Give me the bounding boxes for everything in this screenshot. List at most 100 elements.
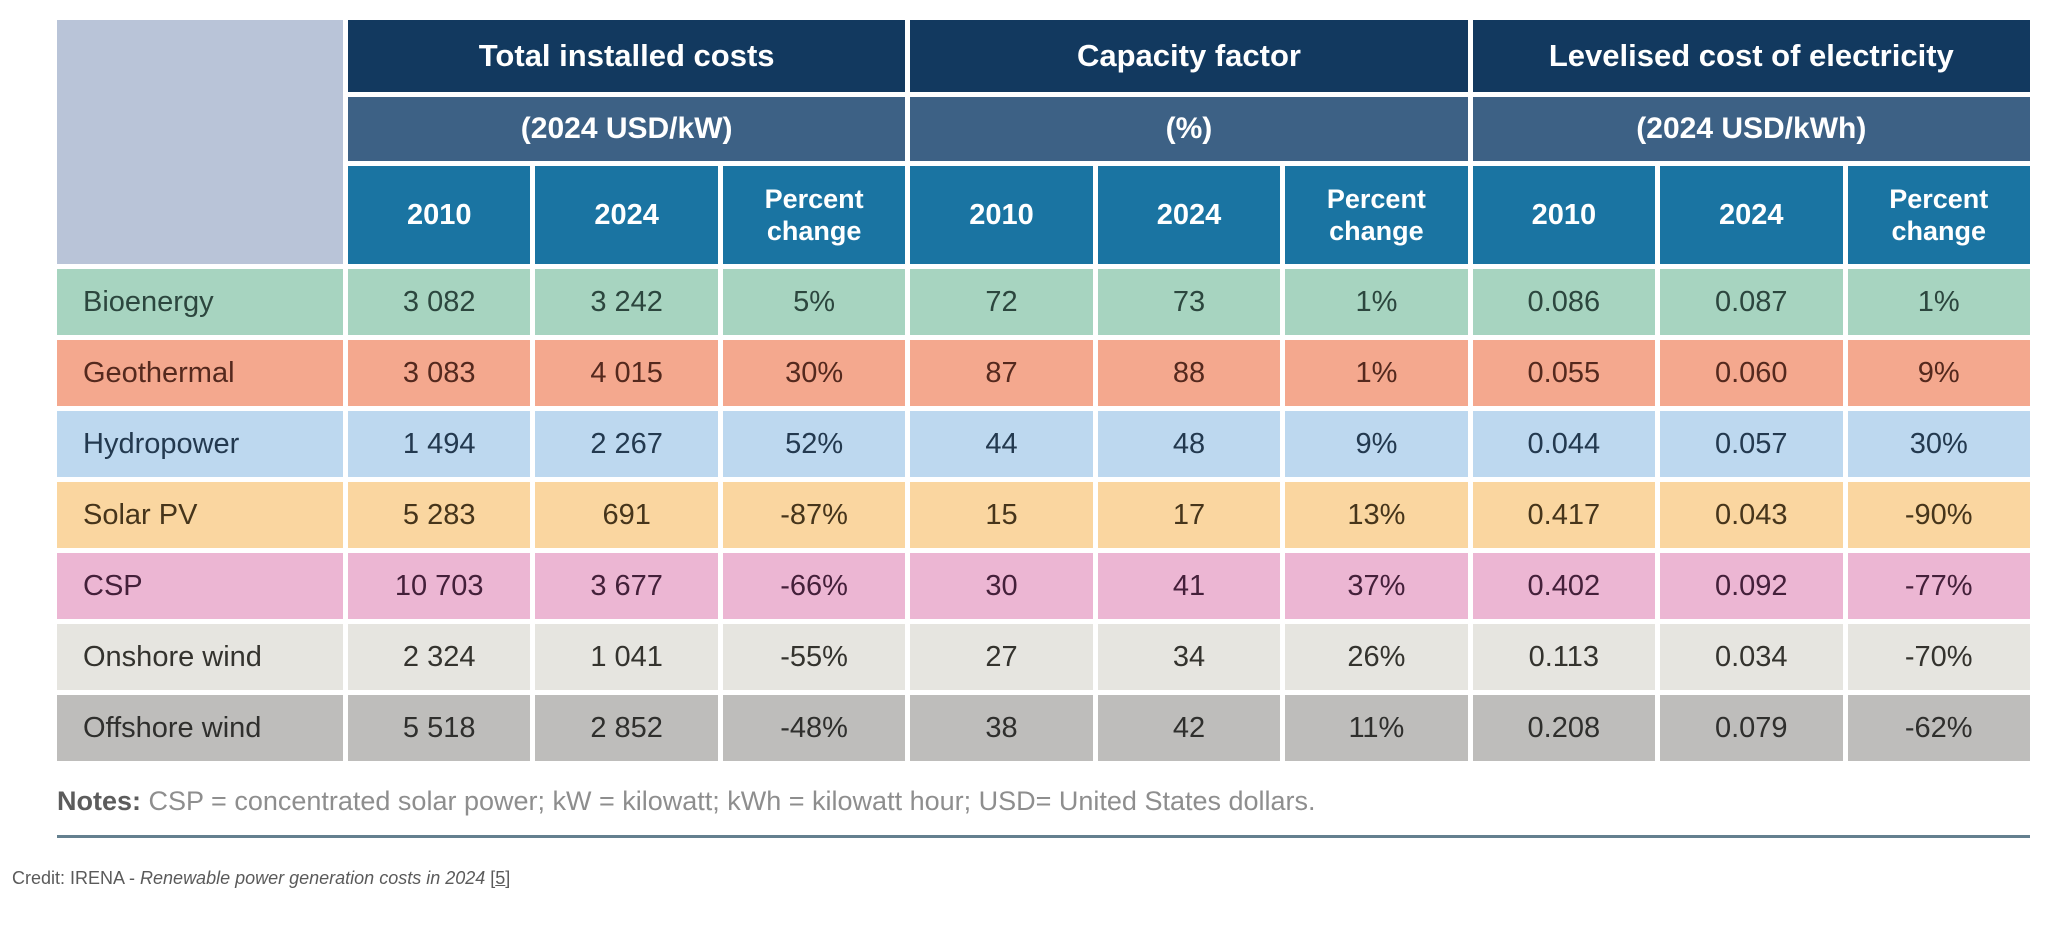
table-cell: 0.087	[1660, 269, 1843, 335]
table-cell: 17	[1097, 482, 1281, 548]
table-cell: 5 283	[348, 482, 531, 548]
table-cell: 1 494	[348, 411, 531, 477]
col-header-cf-2024: 2024	[1097, 166, 1281, 264]
table-cell: 1%	[1847, 269, 2030, 335]
table-cell: -87%	[722, 482, 906, 548]
table-cell: 0.208	[1472, 695, 1656, 761]
table-cell: 9%	[1285, 411, 1468, 477]
table-cell: 5 518	[348, 695, 531, 761]
credit-line: Credit: IRENA - Renewable power generati…	[12, 868, 2048, 889]
credit-prefix: Credit: IRENA -	[12, 868, 141, 888]
notes-text: CSP = concentrated solar power; kW = kil…	[141, 786, 1316, 816]
credit-source-title: Renewable power generation costs in 2024	[140, 868, 486, 888]
table-cell: 3 082	[348, 269, 531, 335]
table-cell: 0.055	[1472, 340, 1656, 406]
table-cell: 691	[535, 482, 718, 548]
notes-label: Notes:	[57, 786, 142, 816]
table-cell: 30	[910, 553, 1093, 619]
table-cell: -62%	[1847, 695, 2030, 761]
credit-ref-open: [	[485, 868, 496, 888]
table-cell: 4 015	[535, 340, 718, 406]
table-row-onshore-wind: Onshore wind 2 324 1 041 -55% 27 34 26% …	[57, 624, 2030, 690]
table-cell: 42	[1097, 695, 1281, 761]
col-header-cf-percent-change: Percent change	[1285, 166, 1468, 264]
table-cell: -70%	[1847, 624, 2030, 690]
credit-ref-close: ]	[505, 868, 511, 888]
table-cell: 0.079	[1660, 695, 1843, 761]
row-label: Bioenergy	[57, 269, 343, 335]
table-cell: 44	[910, 411, 1093, 477]
unit-header-row: (2024 USD/kW) (%) (2024 USD/kWh)	[57, 97, 2030, 161]
table-cell: 15	[910, 482, 1093, 548]
table-cell: 0.044	[1472, 411, 1656, 477]
table-cell: 0.402	[1472, 553, 1656, 619]
table-cell: 2 267	[535, 411, 718, 477]
col-header-lcoe-percent-change: Percent change	[1847, 166, 2030, 264]
table-cell: 30%	[722, 340, 906, 406]
table-cell: 5%	[722, 269, 906, 335]
table-cell: 88	[1097, 340, 1281, 406]
year-header-row: 2010 2024 Percent change 2010 2024 Perce…	[57, 166, 2030, 264]
corner-cell	[57, 20, 343, 264]
table-cell: 37%	[1285, 553, 1468, 619]
table-cell: 0.060	[1660, 340, 1843, 406]
row-label: Onshore wind	[57, 624, 343, 690]
unit-usd-kw: (2024 USD/kW)	[348, 97, 906, 161]
col-header-tic-2024: 2024	[535, 166, 718, 264]
table-cell: 1%	[1285, 340, 1468, 406]
table-cell: 13%	[1285, 482, 1468, 548]
table-cell: 34	[1097, 624, 1281, 690]
col-header-lcoe-2010: 2010	[1472, 166, 1656, 264]
renewable-costs-table: Total installed costs Capacity factor Le…	[52, 15, 2035, 766]
table-cell: 72	[910, 269, 1093, 335]
table-row-bioenergy: Bioenergy 3 082 3 242 5% 72 73 1% 0.086 …	[57, 269, 2030, 335]
table-cell: -90%	[1847, 482, 2030, 548]
table-cell: 3 083	[348, 340, 531, 406]
table-cell: 1%	[1285, 269, 1468, 335]
col-header-lcoe-2024: 2024	[1660, 166, 1843, 264]
table-cell: 3 677	[535, 553, 718, 619]
table-cell: 41	[1097, 553, 1281, 619]
divider-line	[57, 835, 2030, 838]
group-header-capacity-factor: Capacity factor	[910, 20, 1468, 92]
table-row-solar-pv: Solar PV 5 283 691 -87% 15 17 13% 0.417 …	[57, 482, 2030, 548]
unit-percent: (%)	[910, 97, 1468, 161]
table-cell: 26%	[1285, 624, 1468, 690]
table-cell: 0.092	[1660, 553, 1843, 619]
table-cell: 73	[1097, 269, 1281, 335]
table-cell: 9%	[1847, 340, 2030, 406]
group-header-row: Total installed costs Capacity factor Le…	[57, 20, 2030, 264]
table-cell: 3 242	[535, 269, 718, 335]
table-cell: 30%	[1847, 411, 2030, 477]
table-cell: -77%	[1847, 553, 2030, 619]
table-row-hydropower: Hydropower 1 494 2 267 52% 44 48 9% 0.04…	[57, 411, 2030, 477]
table-cell: 10 703	[348, 553, 531, 619]
row-label: Geothermal	[57, 340, 343, 406]
col-header-tic-percent-change: Percent change	[722, 166, 906, 264]
table-cell: 2 324	[348, 624, 531, 690]
table-cell: -66%	[722, 553, 906, 619]
table-cell: 38	[910, 695, 1093, 761]
table-row-geothermal: Geothermal 3 083 4 015 30% 87 88 1% 0.05…	[57, 340, 2030, 406]
table-cell: 2 852	[535, 695, 718, 761]
col-header-cf-2010: 2010	[910, 166, 1093, 264]
table-cell: -55%	[722, 624, 906, 690]
table-row-offshore-wind: Offshore wind 5 518 2 852 -48% 38 42 11%…	[57, 695, 2030, 761]
table-cell: 0.086	[1472, 269, 1656, 335]
col-header-tic-2010: 2010	[348, 166, 531, 264]
table-row-csp: CSP 10 703 3 677 -66% 30 41 37% 0.402 0.…	[57, 553, 2030, 619]
unit-usd-kwh: (2024 USD/kWh)	[1472, 97, 2030, 161]
table-cell: 48	[1097, 411, 1281, 477]
row-label: CSP	[57, 553, 343, 619]
table-cell: 11%	[1285, 695, 1468, 761]
table-cell: 27	[910, 624, 1093, 690]
table-cell: 0.043	[1660, 482, 1843, 548]
row-label: Hydropower	[57, 411, 343, 477]
table-cell: 0.113	[1472, 624, 1656, 690]
group-header-total-installed-costs: Total installed costs	[348, 20, 906, 92]
table-cell: 0.417	[1472, 482, 1656, 548]
credit-reference-link[interactable]: 5	[495, 868, 506, 888]
notes-line: Notes: CSP = concentrated solar power; k…	[57, 786, 2030, 817]
table-cell: -48%	[722, 695, 906, 761]
row-label: Solar PV	[57, 482, 343, 548]
